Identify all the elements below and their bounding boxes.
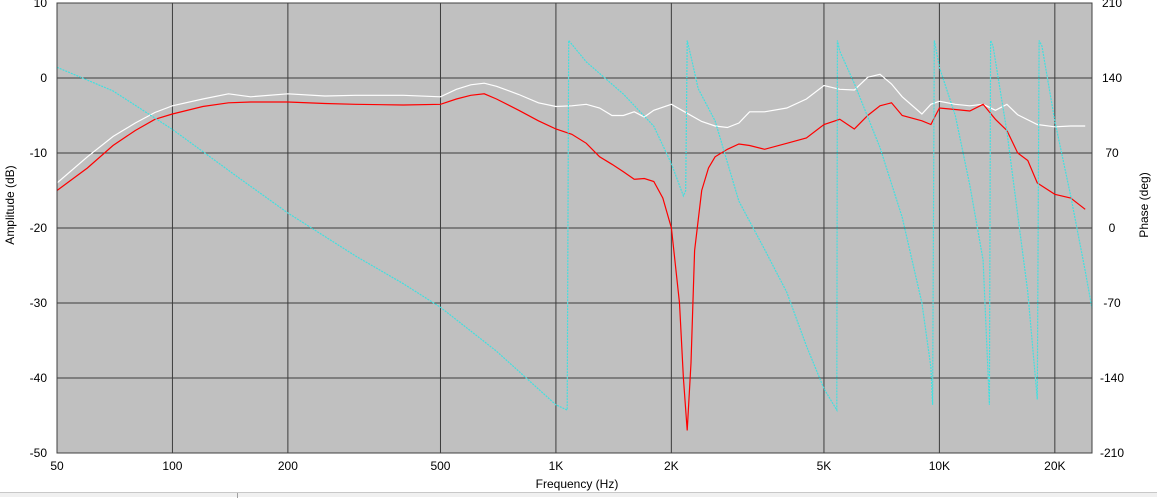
status-divider xyxy=(237,493,238,498)
y-tick-labels: 10 0 -10 -20 -30 -40 -50 xyxy=(30,0,48,460)
y-tick-label: -20 xyxy=(30,221,48,235)
series-lines xyxy=(56,38,1093,431)
y-tick-label: 10 xyxy=(34,0,48,10)
y2-tick-label: 0 xyxy=(1109,221,1116,235)
x-tick-labels: 50 100 200 500 1K 2K 5K 10K 20K xyxy=(50,459,1065,473)
x-tick-label: 5K xyxy=(817,459,832,473)
series-line-2 xyxy=(56,93,1086,431)
x-tick-label: 20K xyxy=(1044,459,1065,473)
y2-tick-label: -210 xyxy=(1100,446,1124,460)
x-axis-label: Frequency (Hz) xyxy=(536,477,619,491)
y-tick-label: -40 xyxy=(30,371,48,385)
y-tick-label: -30 xyxy=(30,296,48,310)
y2-tick-labels: 210 140 70 0 -70 -140 -210 xyxy=(1100,0,1124,460)
y2-tick-label: 70 xyxy=(1105,146,1119,160)
x-tick-label: 50 xyxy=(50,459,64,473)
y-tick-label: 0 xyxy=(40,71,47,85)
plot-border xyxy=(56,2,1093,454)
y-tick-label: -50 xyxy=(30,446,48,460)
x-tick-label: 2K xyxy=(664,459,679,473)
y2-tick-label: -140 xyxy=(1100,371,1124,385)
status-strip xyxy=(0,492,1157,498)
x-tick-label: 10K xyxy=(929,459,950,473)
x-tick-label: 200 xyxy=(278,459,298,473)
y2-tick-label: 210 xyxy=(1102,0,1122,10)
series-line-3 xyxy=(56,38,1093,413)
y-tick-label: -10 xyxy=(30,146,48,160)
x-tick-label: 500 xyxy=(430,459,450,473)
y2-tick-label: 140 xyxy=(1102,71,1122,85)
y2-tick-label: -70 xyxy=(1103,296,1121,310)
x-tick-label: 100 xyxy=(162,459,182,473)
y2-axis-label: Phase (deg) xyxy=(1137,172,1151,237)
y-axis-label: Amplitude (dB) xyxy=(3,165,17,244)
x-tick-label: 1K xyxy=(549,459,564,473)
series-line-1 xyxy=(56,73,1086,184)
